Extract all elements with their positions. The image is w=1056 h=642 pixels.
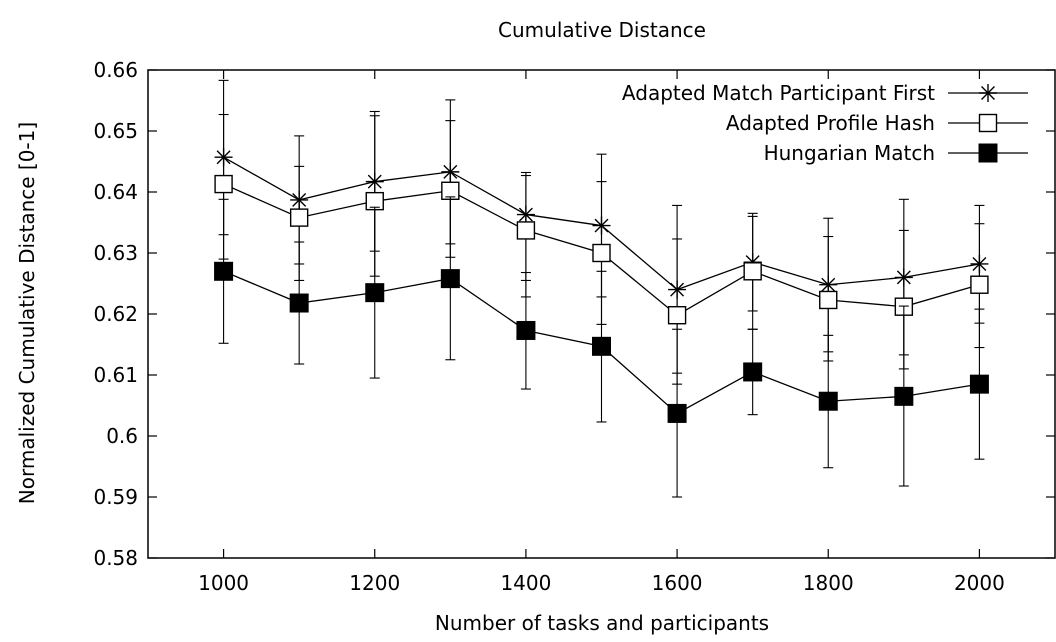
- data-point: [819, 290, 838, 310]
- y-tick-label: 0.64: [93, 180, 138, 204]
- ticks-layer: 0.58 0.59 0.6 0.61 0.62 0.63 0.64 0.65 0.66 1000 1…: [93, 58, 1055, 595]
- y-tick-label: 0.62: [93, 302, 138, 326]
- data-point: [818, 391, 838, 411]
- y-axis-label: Normalized Cumulative Distance [0-1]: [15, 122, 39, 504]
- x-tick-label: 2000: [954, 571, 1005, 595]
- data-point: [289, 293, 309, 313]
- data-point: [214, 261, 234, 281]
- data-point: [743, 262, 762, 281]
- data-point: [214, 174, 233, 194]
- legend-item-2: Adapted Profile Hash: [726, 111, 1028, 135]
- y-tick-label: 0.63: [93, 241, 138, 265]
- legend-marker: [979, 84, 997, 102]
- x-tick-label: 1800: [803, 571, 854, 595]
- y-tick-label: 0.59: [93, 485, 138, 509]
- y-tick-label: 0.58: [93, 546, 138, 570]
- x-tick-label: 1200: [349, 571, 400, 595]
- x-tick-label: 1400: [500, 571, 551, 595]
- data-point: [969, 374, 989, 394]
- legend-item-3: Hungarian Match: [764, 141, 1028, 165]
- data-point: [667, 306, 687, 325]
- legend-label: Adapted Profile Hash: [726, 111, 935, 135]
- data-point: [743, 362, 763, 382]
- data-point: [894, 386, 914, 406]
- y-tick-label: 0.65: [93, 119, 138, 143]
- x-tick-label: 1600: [652, 571, 703, 595]
- data-point: [516, 221, 536, 240]
- series-3: [214, 196, 989, 498]
- legend-label: Adapted Match Participant First: [622, 81, 935, 105]
- x-tick-label: 1000: [198, 571, 249, 595]
- data-point: [592, 243, 611, 263]
- legend-label: Hungarian Match: [764, 141, 935, 165]
- legend: Adapted Match Participant First Adapted P…: [622, 81, 1028, 165]
- data-point: [592, 336, 611, 356]
- y-tick-label: 0.61: [93, 363, 138, 387]
- y-tick-label: 0.66: [93, 58, 138, 82]
- legend-marker: [978, 143, 998, 163]
- data-point: [440, 269, 460, 289]
- data-point: [365, 283, 385, 303]
- data-point: [970, 275, 989, 294]
- star-stroke: [981, 86, 995, 100]
- y-tick-label: 0.6: [106, 424, 138, 448]
- chart-title: Cumulative Distance: [498, 18, 706, 42]
- data-point: [516, 320, 536, 340]
- x-axis-label: Number of tasks and participants: [435, 611, 769, 635]
- legend-item-1: Adapted Match Participant First: [622, 81, 1028, 105]
- legend-marker: [978, 113, 998, 133]
- data-point: [667, 403, 687, 423]
- data-point: [289, 208, 309, 227]
- series-layer: [214, 79, 989, 498]
